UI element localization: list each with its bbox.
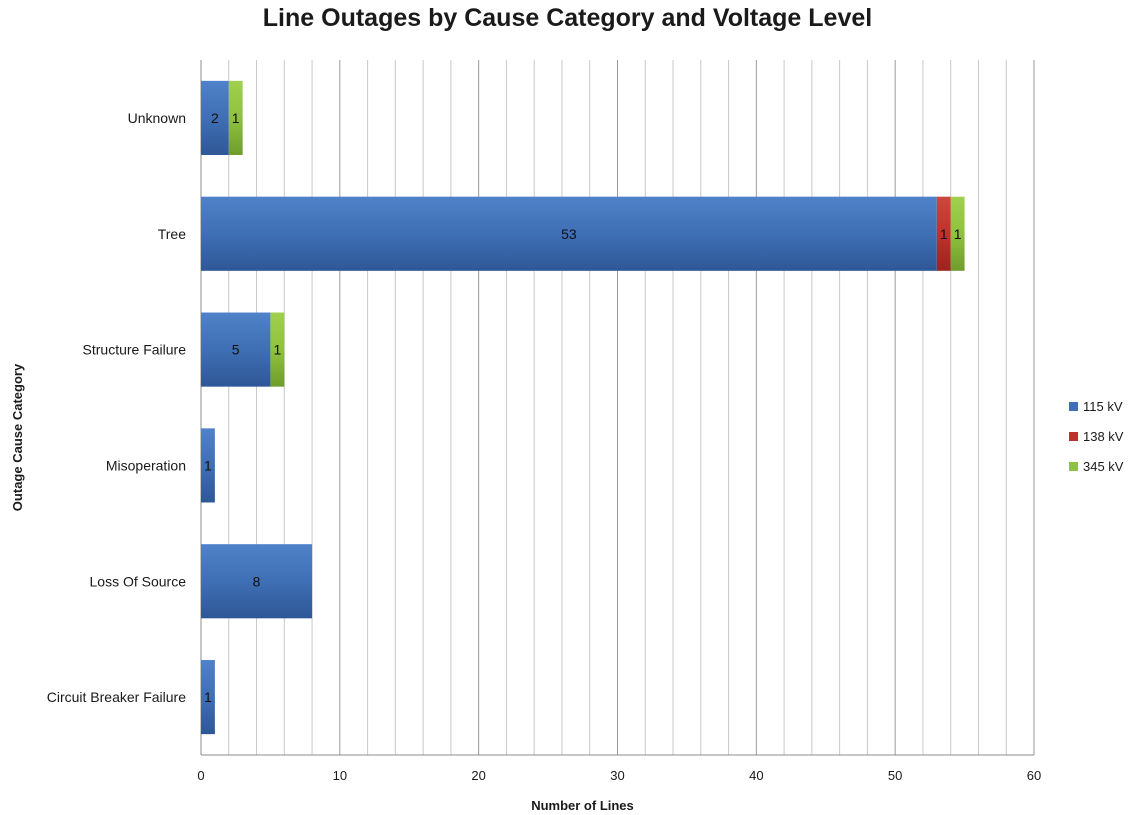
x-tick-label: 20	[471, 768, 485, 783]
bar-segment	[950, 196, 965, 271]
data-label: 1	[940, 226, 948, 242]
data-label: 5	[232, 342, 240, 358]
x-axis-title: Number of Lines	[531, 798, 634, 813]
legend-label: 115 kV	[1083, 399, 1123, 414]
data-label: 1	[232, 110, 240, 126]
bars	[201, 80, 965, 735]
x-tick-label: 0	[197, 768, 204, 783]
category-label: Loss Of Source	[90, 573, 187, 589]
bar-segment	[936, 196, 951, 271]
bar-segment	[201, 196, 937, 271]
x-tick-label: 40	[749, 768, 763, 783]
chart-title: Line Outages by Cause Category and Volta…	[262, 4, 873, 32]
y-axis-title: Outage Cause Category	[10, 363, 25, 511]
data-label: 1	[204, 689, 212, 705]
bar-segment	[201, 660, 215, 735]
data-label: 1	[954, 226, 962, 242]
data-label: 8	[253, 573, 261, 589]
x-tick-label: 50	[888, 768, 902, 783]
grid-lines	[200, 60, 1035, 756]
x-tick-label: 60	[1027, 768, 1041, 783]
category-label: Tree	[158, 226, 186, 242]
bar-segment	[270, 312, 285, 387]
category-label: Circuit Breaker Failure	[47, 689, 186, 705]
legend: 115 kV 138 kV 345 kV	[1069, 399, 1124, 474]
category-label: Unknown	[128, 110, 186, 126]
legend-swatch	[1069, 462, 1078, 471]
data-label: 2	[211, 110, 219, 126]
bar-segment	[201, 80, 229, 155]
bar-segment	[201, 428, 215, 503]
category-label: Structure Failure	[83, 342, 187, 358]
bar-segment	[228, 80, 243, 155]
legend-label: 138 kV	[1083, 429, 1124, 444]
x-tick-label: 10	[333, 768, 347, 783]
bar-segment	[201, 312, 271, 387]
bar-segment	[201, 544, 313, 619]
data-label: 1	[273, 342, 281, 358]
category-label: Misoperation	[106, 457, 186, 473]
data-label: 1	[204, 457, 212, 473]
x-tick-label: 30	[610, 768, 624, 783]
legend-swatch	[1069, 402, 1078, 411]
legend-swatch	[1069, 432, 1078, 441]
data-label: 53	[561, 226, 577, 242]
legend-label: 345 kV	[1083, 459, 1124, 474]
